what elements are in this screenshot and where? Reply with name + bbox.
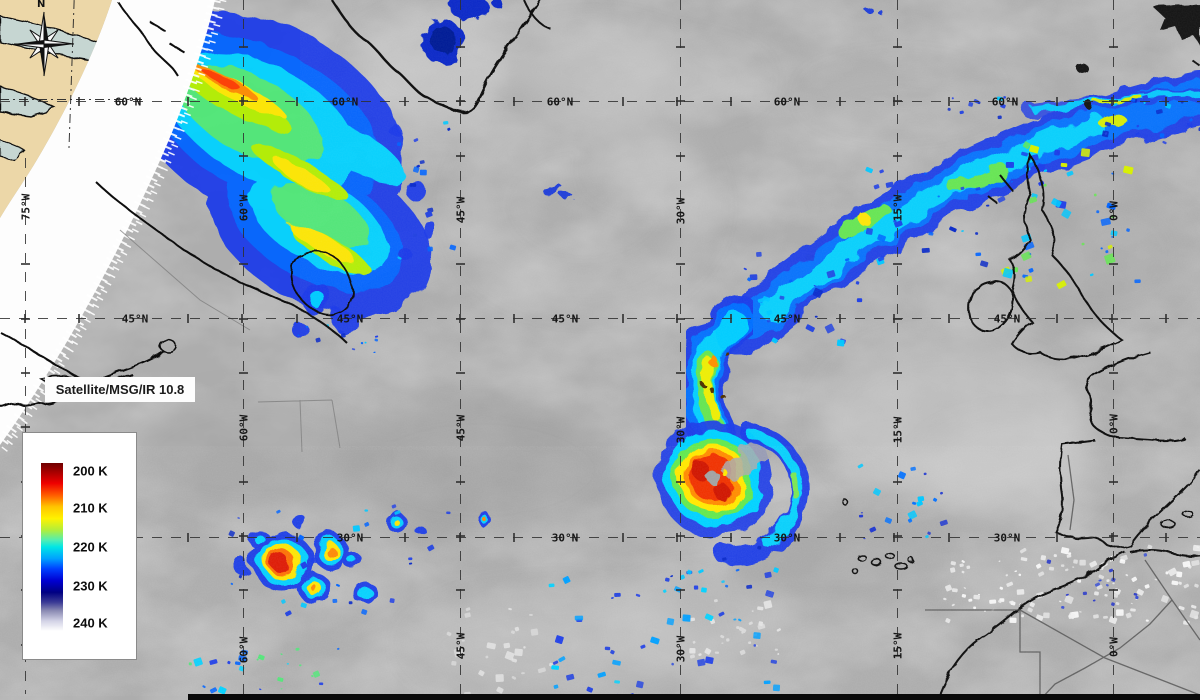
compass-north-label: N: [37, 0, 46, 10]
compass-rose-icon: [13, 11, 75, 77]
product-label: Satellite/MSG/IR 10.8: [45, 377, 195, 402]
temperature-colorbar: [41, 463, 63, 631]
compass-rose: N: [4, 0, 86, 86]
legend-tick-label: 210 K: [73, 500, 108, 516]
bottom-border: [188, 694, 1200, 700]
legend-tick-label: 220 K: [73, 539, 108, 555]
legend-tick-label: 230 K: [73, 578, 108, 594]
temperature-legend: 200 K 210 K 220 K 230 K 240 K: [22, 432, 137, 660]
legend-tick-label: 200 K: [73, 463, 108, 479]
product-label-text: Satellite/MSG/IR 10.8: [55, 382, 185, 397]
legend-tick-label: 240 K: [73, 615, 108, 631]
